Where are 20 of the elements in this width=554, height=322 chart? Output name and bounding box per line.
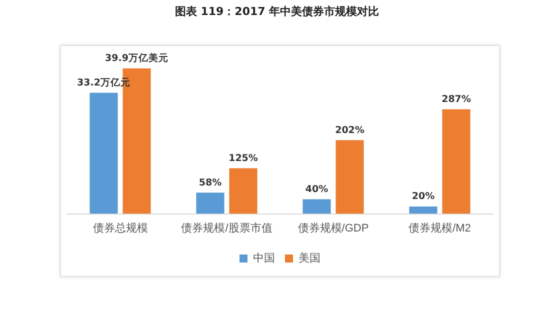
- data-label: 125%: [228, 152, 258, 164]
- bar: [229, 168, 258, 214]
- legend-label: 中国: [253, 252, 275, 265]
- legend-label: 美国: [298, 252, 320, 265]
- data-label: 202%: [335, 124, 365, 136]
- data-label: 58%: [198, 177, 222, 188]
- x-tick-label: 债券规模/股票市值: [181, 221, 272, 234]
- chart-title: 图表 119：2017 年中美债券市规模对比: [174, 4, 380, 19]
- bar: [409, 206, 438, 214]
- bar: [302, 199, 331, 214]
- bar: [336, 140, 364, 214]
- data-label: 20%: [412, 191, 436, 202]
- data-label: 40%: [305, 184, 329, 195]
- x-tick-label: 债券规模/GDP: [298, 221, 369, 234]
- x-tick-label: 债券总规模: [92, 221, 148, 234]
- x-tick-label: 债券规模/M2: [408, 221, 471, 234]
- bar: [196, 192, 224, 214]
- data-label: 287%: [442, 94, 472, 105]
- data-label: 39.9万亿美元: [105, 52, 168, 64]
- bar: [442, 109, 470, 214]
